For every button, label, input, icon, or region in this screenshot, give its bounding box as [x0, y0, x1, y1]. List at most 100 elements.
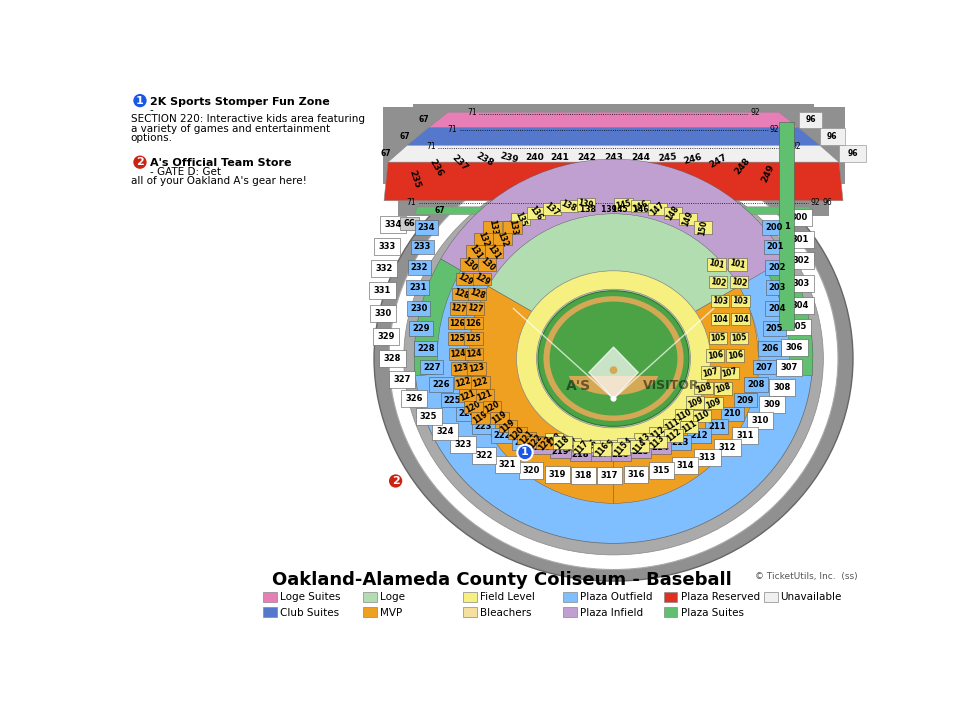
Bar: [463, 592, 477, 602]
Text: 116: 116: [593, 440, 611, 459]
Text: 71: 71: [447, 124, 457, 133]
Bar: [710, 313, 729, 325]
Text: 118: 118: [554, 434, 572, 451]
Bar: [726, 349, 744, 361]
Text: 304: 304: [792, 301, 809, 310]
Text: 150: 150: [697, 219, 708, 236]
Bar: [730, 276, 748, 288]
Bar: [468, 288, 487, 300]
Text: 212: 212: [690, 431, 707, 440]
Bar: [499, 420, 517, 432]
Bar: [527, 435, 545, 448]
Text: 331: 331: [374, 286, 391, 295]
Bar: [610, 447, 631, 461]
Text: 105: 105: [731, 333, 747, 343]
Bar: [593, 443, 612, 456]
Text: 145  146: 145 146: [613, 205, 649, 214]
Bar: [553, 437, 572, 449]
Text: 307: 307: [781, 364, 797, 372]
Text: 236: 236: [428, 158, 445, 179]
Bar: [597, 467, 622, 484]
Bar: [383, 106, 413, 184]
Bar: [471, 412, 489, 424]
Text: 222: 222: [493, 431, 511, 440]
Text: 67: 67: [380, 149, 391, 158]
Text: 220: 220: [533, 442, 551, 452]
Bar: [663, 207, 682, 219]
Text: 314: 314: [676, 461, 694, 470]
Text: 117: 117: [573, 438, 591, 456]
Bar: [766, 280, 789, 295]
Text: 318: 318: [574, 471, 592, 480]
Text: 316: 316: [627, 469, 645, 479]
Text: 233: 233: [414, 242, 431, 251]
Bar: [782, 339, 808, 356]
Text: Unavailable: Unavailable: [781, 592, 842, 602]
Text: 96: 96: [805, 115, 816, 124]
Text: © TicketUtils, Inc.  (ss): © TicketUtils, Inc. (ss): [755, 572, 858, 581]
Text: 234: 234: [417, 223, 435, 232]
Text: 124: 124: [449, 349, 466, 359]
Ellipse shape: [550, 302, 677, 415]
Text: 328: 328: [384, 354, 402, 363]
Text: 66: 66: [404, 219, 415, 229]
Polygon shape: [429, 112, 798, 128]
Bar: [472, 419, 495, 434]
Polygon shape: [407, 128, 820, 146]
Text: 120: 120: [464, 400, 483, 415]
Text: 238: 238: [474, 151, 494, 168]
Text: 311: 311: [737, 431, 754, 440]
Text: 112: 112: [649, 425, 667, 442]
Bar: [465, 348, 484, 360]
Text: 114: 114: [617, 435, 634, 453]
Polygon shape: [569, 376, 658, 395]
Text: 201: 201: [767, 242, 784, 251]
Text: 96: 96: [848, 149, 858, 158]
Text: 237: 237: [449, 153, 469, 173]
Bar: [490, 412, 509, 424]
Bar: [714, 439, 741, 457]
Bar: [705, 419, 728, 434]
Bar: [373, 328, 400, 344]
Text: 120: 120: [508, 425, 526, 442]
Text: 303: 303: [792, 278, 810, 288]
Text: Field Level: Field Level: [481, 592, 535, 602]
Bar: [517, 432, 535, 444]
Bar: [633, 433, 652, 446]
Bar: [550, 445, 572, 458]
Bar: [573, 441, 591, 453]
Text: 315: 315: [653, 466, 670, 475]
Text: 248: 248: [734, 156, 752, 176]
Text: 128: 128: [468, 287, 487, 300]
Ellipse shape: [467, 224, 760, 493]
Bar: [464, 332, 483, 344]
Text: MVP: MVP: [380, 608, 403, 618]
Text: 67: 67: [400, 132, 410, 141]
Text: 322: 322: [476, 451, 493, 460]
Bar: [432, 423, 458, 440]
Bar: [675, 408, 694, 421]
Bar: [663, 592, 677, 602]
Bar: [563, 438, 581, 450]
Circle shape: [132, 93, 148, 109]
Bar: [839, 146, 866, 162]
Text: 92: 92: [811, 198, 821, 207]
Text: 138  139: 138 139: [580, 205, 617, 214]
Bar: [615, 198, 633, 211]
Bar: [710, 295, 729, 307]
Bar: [612, 442, 630, 455]
Bar: [762, 220, 786, 235]
Bar: [389, 371, 415, 388]
Text: VISITOR: VISITOR: [643, 379, 700, 392]
Text: 202: 202: [768, 263, 786, 272]
Text: 127: 127: [466, 303, 484, 314]
Bar: [649, 427, 667, 439]
Text: 235: 235: [407, 169, 422, 190]
Text: 96: 96: [782, 206, 792, 215]
Text: 128: 128: [452, 287, 470, 300]
Text: 131: 131: [467, 243, 484, 261]
Bar: [409, 321, 433, 336]
Bar: [363, 592, 377, 602]
Wedge shape: [614, 286, 758, 503]
Bar: [721, 407, 743, 421]
